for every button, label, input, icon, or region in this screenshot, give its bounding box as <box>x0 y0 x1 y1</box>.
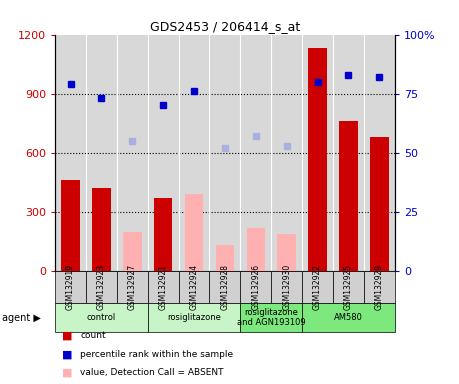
Bar <box>216 245 234 271</box>
Text: GSM132922: GSM132922 <box>313 264 322 310</box>
Text: AM580: AM580 <box>334 313 363 322</box>
Text: count: count <box>80 331 106 341</box>
Text: GSM132923: GSM132923 <box>97 264 106 310</box>
Bar <box>370 137 389 271</box>
Text: rosiglitazone
and AGN193109: rosiglitazone and AGN193109 <box>237 308 306 328</box>
Bar <box>277 234 296 271</box>
Bar <box>185 194 203 271</box>
Text: GSM132925: GSM132925 <box>344 264 353 310</box>
Text: GSM132924: GSM132924 <box>190 264 199 310</box>
Bar <box>339 121 358 271</box>
Text: GSM132927: GSM132927 <box>128 264 137 310</box>
Text: ■: ■ <box>62 368 73 378</box>
Text: ■: ■ <box>62 349 73 359</box>
Text: percentile rank within the sample: percentile rank within the sample <box>80 350 234 359</box>
Title: GDS2453 / 206414_s_at: GDS2453 / 206414_s_at <box>150 20 300 33</box>
Bar <box>308 48 327 271</box>
Bar <box>61 180 80 271</box>
Bar <box>92 188 111 271</box>
Text: ■: ■ <box>62 331 73 341</box>
Text: GSM132929: GSM132929 <box>375 264 384 310</box>
Text: GSM132919: GSM132919 <box>66 264 75 310</box>
Text: GSM132928: GSM132928 <box>220 264 230 310</box>
Text: control: control <box>87 313 116 322</box>
Text: GSM132921: GSM132921 <box>159 264 168 310</box>
Text: agent ▶: agent ▶ <box>2 313 41 323</box>
Text: value, Detection Call = ABSENT: value, Detection Call = ABSENT <box>80 368 224 377</box>
Bar <box>154 198 173 271</box>
Bar <box>246 228 265 271</box>
Bar <box>123 232 141 271</box>
Text: rosiglitazone: rosiglitazone <box>167 313 221 322</box>
Text: GSM132930: GSM132930 <box>282 264 291 310</box>
Text: GSM132926: GSM132926 <box>251 264 260 310</box>
